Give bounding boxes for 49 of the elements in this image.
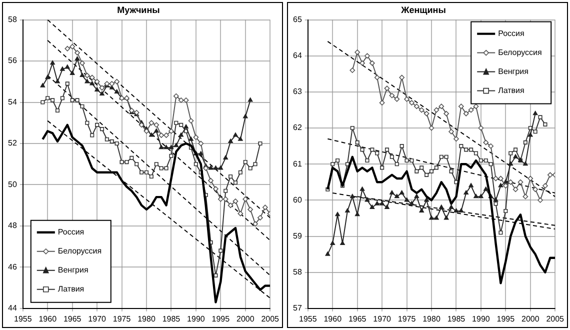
y-tick-label: 61 — [292, 159, 302, 168]
y-tick-label: 57 — [292, 304, 302, 313]
y-tick-label: 44 — [8, 304, 18, 313]
x-tick-label: 1990 — [472, 314, 490, 324]
legend-label: Венгрия — [498, 67, 528, 76]
chart-title: Мужчины — [117, 4, 160, 15]
legend-label: Россия — [58, 228, 84, 237]
x-tick-label: 1975 — [398, 314, 416, 324]
y-tick-label: 58 — [292, 268, 302, 277]
legend-label: Латвия — [58, 284, 84, 294]
x-tick-label: 1955 — [14, 314, 32, 324]
x-tick-label: 1980 — [422, 314, 441, 324]
y-tick-label: 63 — [292, 87, 302, 96]
x-tick-label: 1980 — [138, 314, 156, 324]
chart-title: Женщины — [400, 4, 446, 15]
legend-label: Венгрия — [58, 266, 88, 275]
x-tick-label: 1960 — [38, 314, 58, 324]
x-tick-label: 2000 — [236, 314, 255, 324]
x-tick-label: 1965 — [63, 314, 82, 324]
x-tick-label: 1985 — [162, 314, 181, 324]
x-tick-label: 1985 — [447, 314, 466, 324]
y-tick-label: 56 — [8, 56, 18, 66]
x-tick-label: 1965 — [348, 314, 367, 324]
y-tick-label: 54 — [8, 97, 18, 106]
x-tick-label: 1955 — [299, 314, 318, 324]
x-tick-label: 1990 — [187, 314, 206, 324]
x-tick-label: 1960 — [324, 314, 342, 324]
y-tick-label: 50 — [8, 180, 18, 189]
y-tick-label: 59 — [292, 231, 302, 240]
y-tick-label: 62 — [292, 123, 302, 132]
y-tick-label: 65 — [292, 15, 302, 24]
y-tick-label: 58 — [8, 15, 18, 24]
legend-label: Белоруссия — [58, 246, 102, 256]
x-tick-label: 2005 — [546, 314, 565, 324]
x-tick-label: 1995 — [212, 314, 230, 324]
y-tick-label: 60 — [292, 195, 302, 204]
x-tick-label: 2005 — [261, 314, 280, 324]
y-tick-label: 52 — [8, 138, 18, 148]
y-tick-label: 46 — [8, 262, 18, 272]
y-tick-label: 48 — [8, 221, 18, 230]
x-tick-label: 1970 — [88, 314, 107, 324]
x-tick-label: 1975 — [112, 314, 132, 324]
x-tick-label: 2000 — [521, 314, 540, 324]
legend-label: Белоруссия — [498, 48, 542, 58]
x-tick-label: 1995 — [496, 314, 516, 324]
legend-label: Латвия — [498, 86, 524, 96]
x-tick-label: 1970 — [373, 314, 392, 324]
y-tick-label: 64 — [292, 51, 302, 60]
legend-label: Россия — [498, 29, 524, 38]
